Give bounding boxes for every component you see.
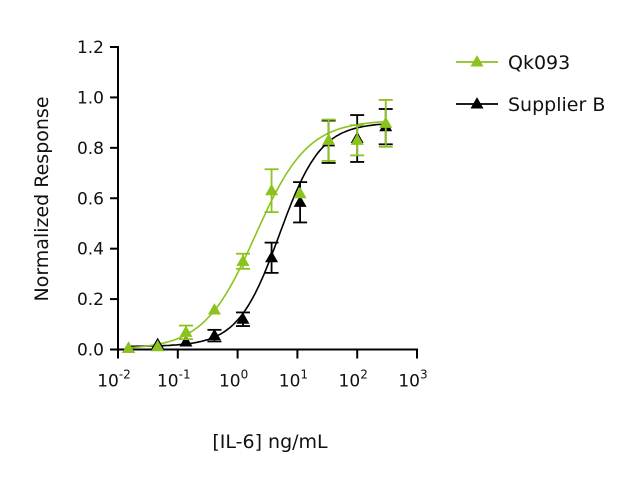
x-tick-label: 101 — [279, 368, 308, 392]
data-points — [122, 99, 393, 354]
data-point — [151, 339, 165, 352]
data-point — [207, 328, 221, 341]
data-point — [379, 116, 393, 128]
y-tick-label: 0.2 — [77, 290, 104, 310]
data-point — [293, 195, 307, 207]
fit-curve-supplier-b — [128, 123, 386, 348]
y-axis-label: Normalized Response — [31, 96, 53, 301]
x-axis-label: [IL-6] ng/mL — [212, 431, 328, 453]
x-tick-label: 10-1 — [157, 368, 191, 392]
data-point — [122, 341, 136, 354]
data-point — [265, 183, 279, 196]
legend: Qk093 Supplier B — [456, 52, 605, 116]
y-tick-label: 1.0 — [77, 88, 104, 108]
data-point — [265, 250, 279, 263]
y-tick-label: 1.2 — [77, 38, 104, 58]
x-tick-label: 10-2 — [97, 368, 131, 392]
axes: 0.0 0.2 0.4 0.6 0.8 1.0 1.2 10-2 10-1 100 101 102 10… — [77, 38, 428, 392]
data-point — [236, 254, 250, 266]
x-tick-label: 100 — [219, 368, 248, 392]
data-point — [207, 303, 221, 315]
data-point — [179, 335, 193, 347]
data-point — [179, 325, 193, 337]
y-tick-label: 0.0 — [77, 341, 104, 361]
x-tick-label: 102 — [339, 368, 368, 392]
legend-marker — [470, 97, 484, 109]
y-tick-label: 0.4 — [77, 240, 104, 260]
fit-curve-qk093 — [128, 120, 386, 349]
data-point — [350, 133, 364, 145]
y-tick-label: 0.8 — [77, 139, 104, 159]
data-point — [236, 312, 250, 324]
y-tick-label: 0.6 — [77, 189, 104, 209]
data-point — [293, 186, 307, 199]
x-tick-label: 103 — [398, 368, 427, 392]
fit-curves — [128, 120, 386, 349]
legend-label: Qk093 — [508, 52, 570, 74]
legend-label: Supplier B — [508, 94, 605, 116]
legend-marker — [470, 55, 484, 67]
data-point — [322, 133, 336, 145]
